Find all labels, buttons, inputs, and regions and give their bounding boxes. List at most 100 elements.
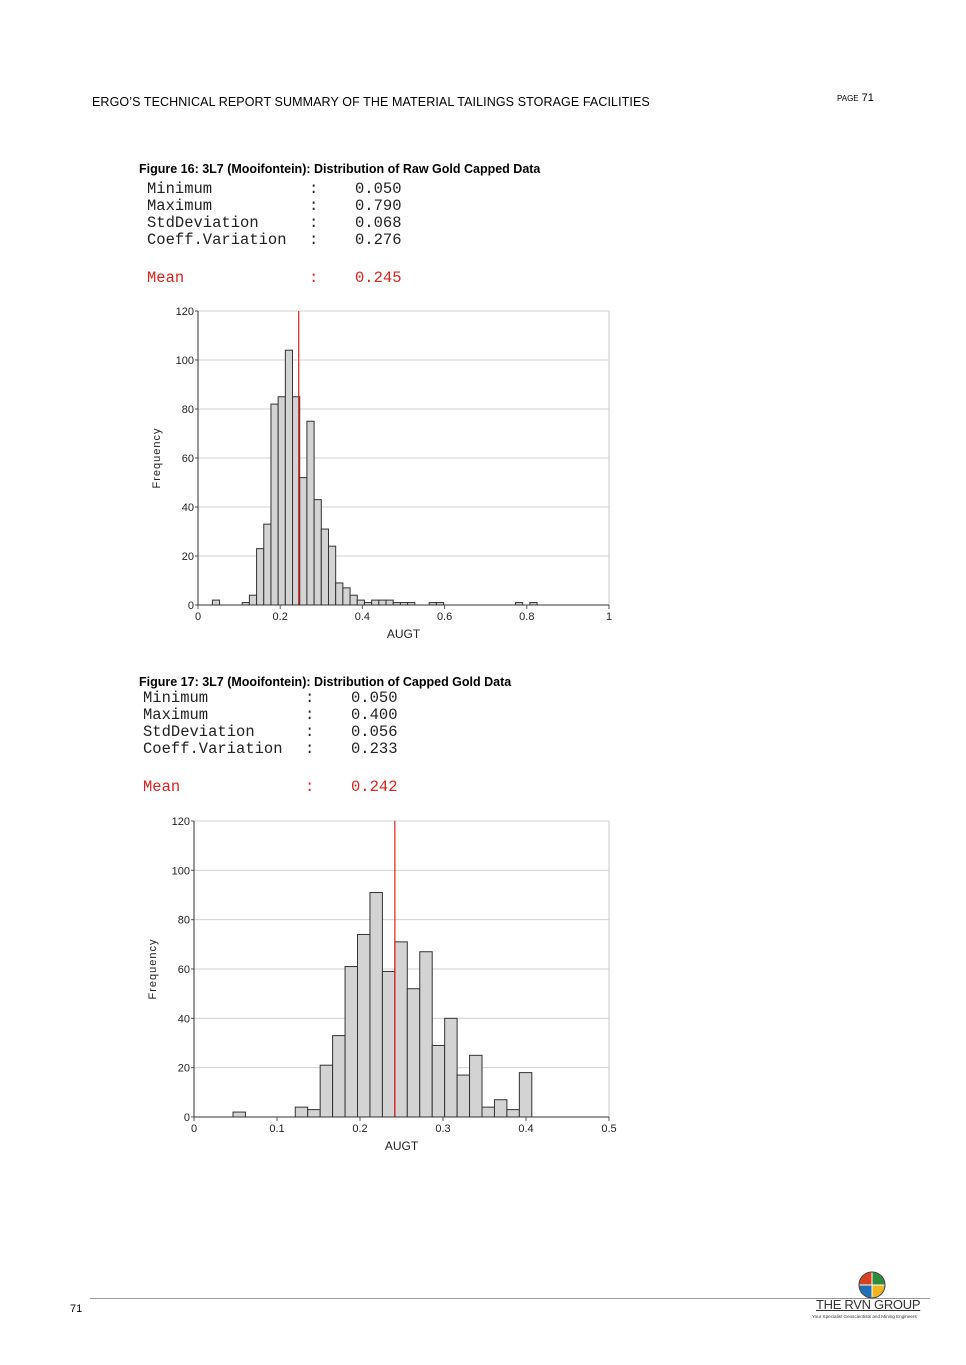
x-tick-label: 0.6 [437, 611, 452, 623]
stat-row-maximum: Maximum: 0.790 [147, 198, 415, 215]
histogram-chart-figure-16: 0 20 40 60 80 100 120 0 0.2 0.4 0.6 0.8 1 AUGT Frequen… [151, 306, 612, 641]
x-tick-label: 0.5 [601, 1123, 616, 1135]
stat-sep: : [309, 180, 319, 198]
y-tick-label: 40 [182, 502, 194, 514]
y-tick-label: 80 [178, 915, 190, 927]
stat-value: 0.056 [351, 723, 398, 741]
x-tick-label: 0.1 [269, 1123, 284, 1135]
y-tick-label: 100 [176, 355, 194, 367]
stat-row-minimum: Minimum: 0.050 [147, 181, 415, 198]
x-tick-label: 0 [191, 1123, 197, 1135]
mean-sep: : [305, 778, 315, 796]
histogram-bar [307, 1109, 321, 1118]
x-tick-label: 0.3 [435, 1123, 450, 1135]
stat-label: Minimum [147, 180, 213, 198]
x-tick-label: 0 [195, 611, 201, 623]
stat-value: 0.276 [355, 231, 402, 249]
stat-label: StdDeviation [147, 214, 259, 232]
figure-17-stats: Minimum: 0.050 Maximum: 0.400 StdDeviation… [143, 690, 411, 796]
stat-sep: : [305, 740, 315, 758]
y-tick-label: 0 [184, 1112, 190, 1124]
histogram-bar [493, 1099, 508, 1118]
mean-label: Mean [147, 269, 185, 287]
stat-label: Coeff.Variation [147, 231, 287, 249]
histogram-bar [456, 1074, 471, 1118]
x-axis-label: AUGT [387, 627, 421, 641]
histogram-bar [306, 420, 315, 606]
histogram-bar [385, 599, 394, 606]
stat-value: 0.233 [351, 740, 398, 758]
logo-title: THE RVN GROUP [816, 1297, 921, 1312]
histogram-bar [349, 594, 358, 606]
x-tick-label: 0.8 [519, 611, 534, 623]
x-tick-label: 0.2 [352, 1123, 367, 1135]
stat-row-maximum: Maximum: 0.400 [143, 707, 411, 724]
histogram-bar [469, 1054, 483, 1118]
figure-17-caption: Figure 17: 3L7 (Mooifontein): Distributi… [139, 675, 512, 689]
mean-value: 0.245 [355, 269, 402, 287]
y-tick-label: 80 [182, 404, 194, 416]
stat-value: 0.790 [355, 197, 402, 215]
stat-sep: : [309, 197, 319, 215]
y-axis-label: Frequency [151, 428, 163, 489]
y-tick-label: 100 [172, 865, 190, 877]
histogram-bar [232, 1111, 246, 1118]
stat-sep: : [305, 689, 315, 707]
histogram-bar [263, 523, 272, 606]
logo-ring [858, 1271, 886, 1299]
y-tick-label: 20 [178, 1063, 190, 1075]
stat-sep: : [305, 723, 315, 741]
stat-row-coeff-variation: Coeff.Variation: 0.233 [143, 741, 411, 758]
stat-row-mean: Mean: 0.245 [147, 270, 415, 287]
histogram-bar [406, 988, 421, 1118]
figure-16-caption: Figure 16: 3L7 (Mooifontein): Distributi… [139, 162, 541, 176]
x-axis-label: AUGT [385, 1139, 419, 1153]
page-header-number: PAGE 71 [837, 92, 874, 104]
rvn-group-logo: THE RVN GROUP Your Specialist Geoscienti… [812, 1270, 932, 1322]
y-tick-label: 120 [172, 816, 190, 828]
stat-label: StdDeviation [143, 723, 255, 741]
x-tick-label: 1 [606, 611, 612, 623]
stat-value: 0.050 [355, 180, 402, 198]
histogram-bar [277, 396, 286, 606]
stat-row-stddev: StdDeviation: 0.056 [143, 724, 411, 741]
histogram-bar [313, 499, 322, 606]
stat-value: 0.050 [351, 689, 398, 707]
figure-16-stats: Minimum: 0.050 Maximum: 0.790 StdDeviation… [147, 181, 415, 287]
histogram-bar [294, 1106, 309, 1118]
histogram-bar [518, 1072, 533, 1118]
histogram-bar [444, 1017, 458, 1118]
y-tick-label: 120 [176, 306, 194, 318]
histogram-bar [327, 545, 337, 606]
y-axis-label: Frequency [147, 939, 159, 1000]
page-label: PAGE [837, 94, 859, 103]
stat-value: 0.068 [355, 214, 402, 232]
mean-sep: : [309, 269, 319, 287]
histogram-bar [344, 966, 359, 1118]
x-tick-label: 0.4 [355, 611, 370, 623]
histogram-bar [211, 599, 221, 606]
y-tick-label: 60 [182, 453, 194, 465]
histogram-chart-figure-17: 0 20 40 60 80 100 120 0 0.1 0.2 0.3 0.4 0.5 AUGT Frequ… [147, 816, 617, 1153]
y-tick-label: 60 [178, 964, 190, 976]
histogram-bar [506, 1109, 520, 1118]
stat-row-stddev: StdDeviation: 0.068 [147, 215, 415, 232]
histogram-bar [419, 951, 433, 1118]
stat-sep: : [305, 706, 315, 724]
histogram-bar [356, 599, 365, 606]
y-tick-label: 40 [178, 1013, 190, 1025]
stat-row-coeff-variation: Coeff.Variation: 0.276 [147, 232, 415, 249]
stat-label: Minimum [143, 689, 209, 707]
histogram-bar [256, 548, 265, 606]
histogram-bar [431, 1044, 446, 1118]
histogram-bar [369, 892, 383, 1118]
histogram-bar [319, 1064, 334, 1118]
stat-label: Maximum [143, 706, 209, 724]
histogram-bar [248, 594, 258, 606]
histogram-bar [381, 970, 396, 1118]
stat-row-minimum: Minimum: 0.050 [143, 690, 411, 707]
x-tick-label: 0.4 [518, 1123, 533, 1135]
histogram-bar [378, 599, 387, 606]
stat-label: Coeff.Variation [143, 740, 283, 758]
footer-divider [90, 1298, 930, 1299]
